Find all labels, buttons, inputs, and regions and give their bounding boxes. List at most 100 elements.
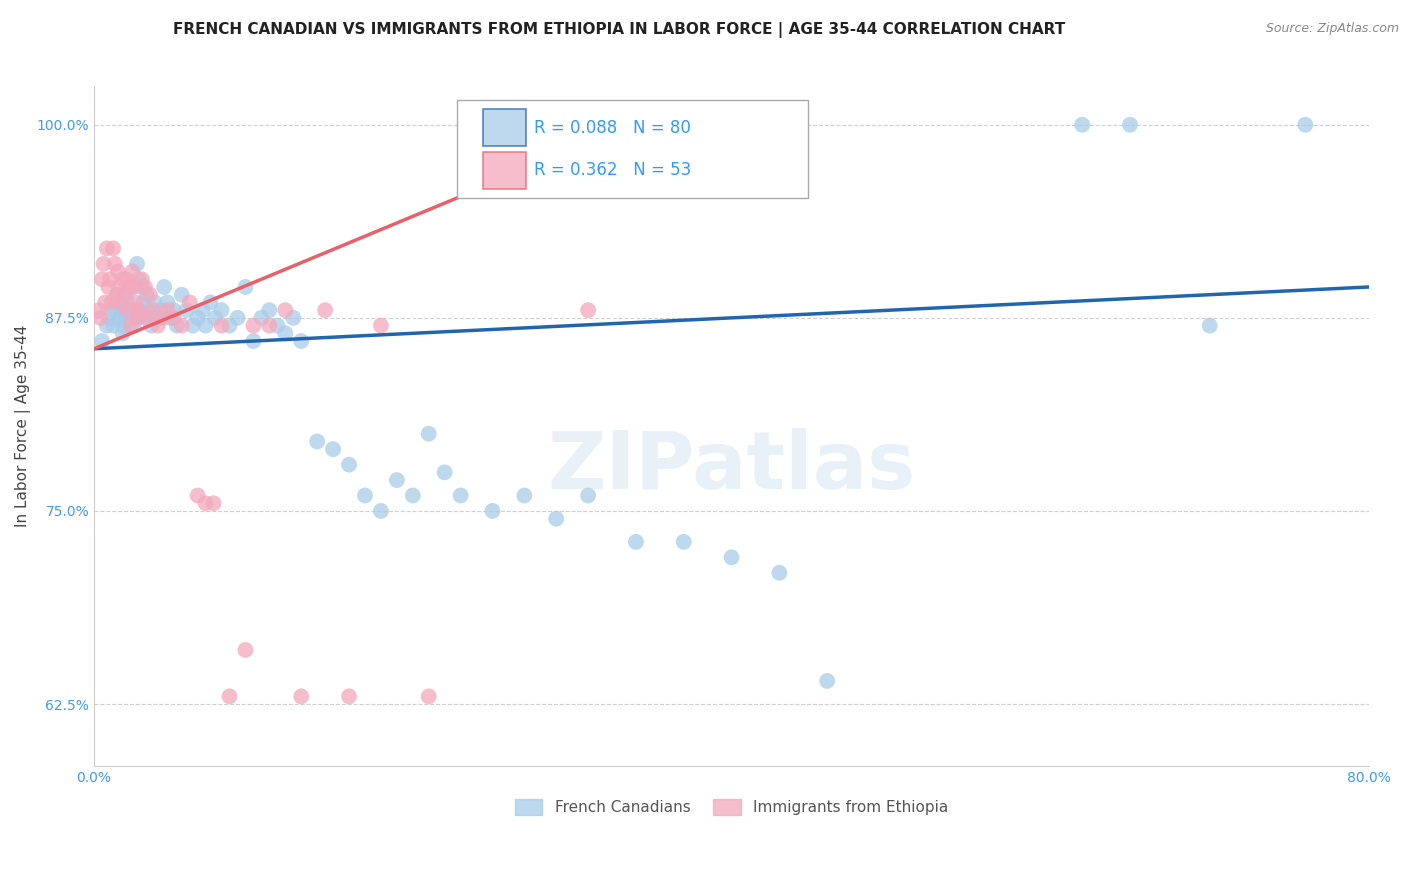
Point xyxy=(121,264,143,278)
Point xyxy=(107,264,129,278)
Point xyxy=(250,310,273,325)
Point xyxy=(433,466,456,480)
Point xyxy=(134,280,156,294)
Point xyxy=(118,280,141,294)
Point xyxy=(152,310,174,325)
Point xyxy=(274,326,297,341)
Point xyxy=(112,303,135,318)
Text: ZIPatlas: ZIPatlas xyxy=(547,428,915,506)
Point xyxy=(163,303,186,318)
Point xyxy=(259,303,281,318)
Point xyxy=(187,489,209,503)
Point xyxy=(128,303,150,318)
Point xyxy=(187,310,209,325)
Point xyxy=(146,318,169,333)
Point xyxy=(218,690,240,704)
Legend: French Canadians, Immigrants from Ethiopia: French Canadians, Immigrants from Ethiop… xyxy=(508,791,956,822)
Point xyxy=(120,310,142,325)
Point xyxy=(200,295,222,310)
Point xyxy=(402,489,425,503)
Point xyxy=(290,334,312,348)
Point xyxy=(134,310,156,325)
Point xyxy=(1198,318,1220,333)
Point xyxy=(124,295,146,310)
Point xyxy=(105,287,128,301)
Point xyxy=(135,310,157,325)
Text: Source: ZipAtlas.com: Source: ZipAtlas.com xyxy=(1265,22,1399,36)
Point xyxy=(176,303,198,318)
Point xyxy=(274,303,297,318)
Point xyxy=(89,310,111,325)
Point xyxy=(122,280,145,294)
Point xyxy=(149,303,172,318)
Point xyxy=(115,287,138,301)
Point xyxy=(122,318,145,333)
Point xyxy=(117,295,139,310)
FancyBboxPatch shape xyxy=(482,152,526,189)
Point xyxy=(105,295,128,310)
Point xyxy=(370,318,392,333)
Point xyxy=(125,310,148,325)
Point xyxy=(576,489,599,503)
Point xyxy=(94,295,117,310)
Point xyxy=(266,318,288,333)
Point xyxy=(159,310,181,325)
Point xyxy=(142,303,165,318)
Point xyxy=(235,643,257,657)
Point xyxy=(481,504,503,518)
Point xyxy=(1071,118,1094,132)
Point xyxy=(111,318,134,333)
Point xyxy=(166,318,188,333)
Point xyxy=(170,287,193,301)
Point xyxy=(146,310,169,325)
Point xyxy=(115,272,138,286)
Point xyxy=(576,303,599,318)
Point xyxy=(259,318,281,333)
Point xyxy=(194,496,217,510)
Point xyxy=(108,310,131,325)
Point xyxy=(97,280,120,294)
Point xyxy=(136,303,159,318)
Point xyxy=(546,511,568,525)
Point xyxy=(211,303,233,318)
Point xyxy=(107,287,129,301)
Point xyxy=(242,318,264,333)
Point xyxy=(141,318,163,333)
Point xyxy=(111,326,134,341)
Point xyxy=(112,287,135,301)
FancyBboxPatch shape xyxy=(482,109,526,146)
Point xyxy=(143,295,166,310)
Point xyxy=(624,534,647,549)
Point xyxy=(125,257,148,271)
Point xyxy=(672,534,695,549)
Text: R = 0.362   N = 53: R = 0.362 N = 53 xyxy=(534,161,692,179)
Point xyxy=(93,257,115,271)
Point xyxy=(307,434,329,449)
Point xyxy=(768,566,790,580)
Point xyxy=(322,442,344,457)
Point xyxy=(124,310,146,325)
Point xyxy=(139,287,162,301)
Point xyxy=(181,318,204,333)
Point xyxy=(450,489,472,503)
Point xyxy=(101,318,124,333)
Point xyxy=(513,489,536,503)
Point xyxy=(1119,118,1142,132)
Point xyxy=(118,303,141,318)
Point xyxy=(815,673,838,688)
Point xyxy=(111,272,134,286)
Point xyxy=(98,272,121,286)
Point xyxy=(96,241,118,255)
FancyBboxPatch shape xyxy=(457,100,808,198)
Point xyxy=(124,303,146,318)
Point xyxy=(131,280,153,294)
Point xyxy=(337,690,360,704)
Point xyxy=(179,295,201,310)
Point xyxy=(163,310,186,325)
Point xyxy=(194,318,217,333)
Point xyxy=(314,303,336,318)
Text: R = 0.088   N = 80: R = 0.088 N = 80 xyxy=(534,119,690,136)
Point xyxy=(110,303,132,318)
Point xyxy=(132,295,155,310)
Point xyxy=(108,280,131,294)
